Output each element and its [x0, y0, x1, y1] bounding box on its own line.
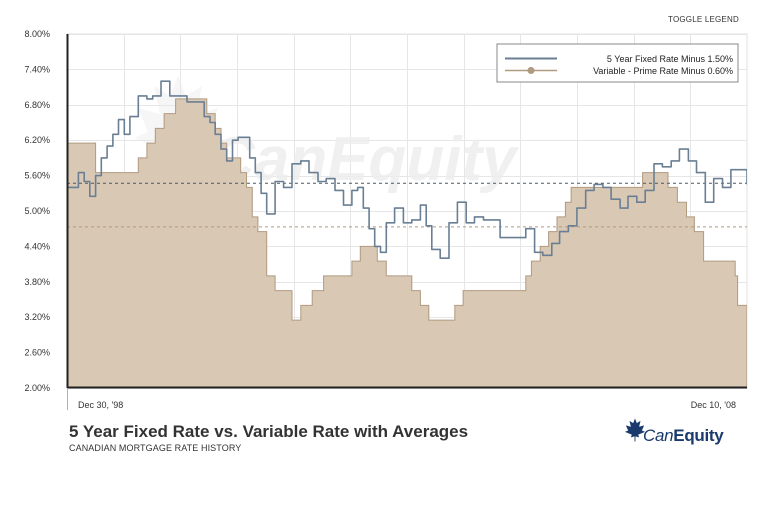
y-tick-label: 8.00%	[24, 29, 50, 39]
y-tick-label: 3.20%	[24, 312, 50, 322]
y-tick-label: 4.40%	[24, 241, 50, 251]
fixed-rate-line-group	[67, 80, 747, 259]
y-tick-label: 5.00%	[24, 206, 50, 216]
watermark: CanEquity	[210, 125, 520, 194]
y-tick-label: 6.80%	[24, 100, 50, 110]
x-end-label: Dec 10, '08	[691, 400, 736, 410]
y-tick-label: 2.00%	[24, 383, 50, 393]
y-tick-label: 7.40%	[24, 64, 50, 74]
chart-title: 5 Year Fixed Rate vs. Variable Rate with…	[69, 422, 469, 441]
x-start-label: Dec 30, '98	[78, 400, 123, 410]
legend[interactable]: 5 Year Fixed Rate Minus 1.50% Variable -…	[496, 43, 739, 83]
legend-marker-variable	[527, 67, 535, 74]
brand-logo[interactable]	[622, 414, 742, 448]
y-tick-label: 6.20%	[24, 135, 50, 145]
legend-label-fixed: 5 Year Fixed Rate Minus 1.50%	[607, 54, 733, 64]
y-tick-labels: 2.00% 2.60% 3.20% 3.80% 4.40% 5.00% 5.60% 6.20%…	[24, 29, 50, 393]
brand-name[interactable]: CanEquity	[643, 426, 724, 446]
brand-name-part1: Can	[643, 426, 674, 445]
chart-subtitle: CANADIAN MORTGAGE RATE HISTORY	[69, 443, 242, 453]
toggle-legend-button[interactable]: TOGGLE LEGEND	[668, 15, 739, 24]
y-tick-label: 5.60%	[24, 171, 50, 181]
legend-label-variable: Variable - Prime Rate Minus 0.60%	[593, 66, 733, 76]
brand-name-part2: Equity	[673, 426, 724, 445]
legend-box	[496, 43, 739, 83]
maple-leaf-icon	[624, 418, 646, 442]
y-tick-label: 3.80%	[24, 277, 50, 287]
average-lines	[67, 182, 747, 228]
y-tick-label: 2.60%	[24, 348, 50, 358]
fixed-rate-series	[67, 80, 747, 259]
